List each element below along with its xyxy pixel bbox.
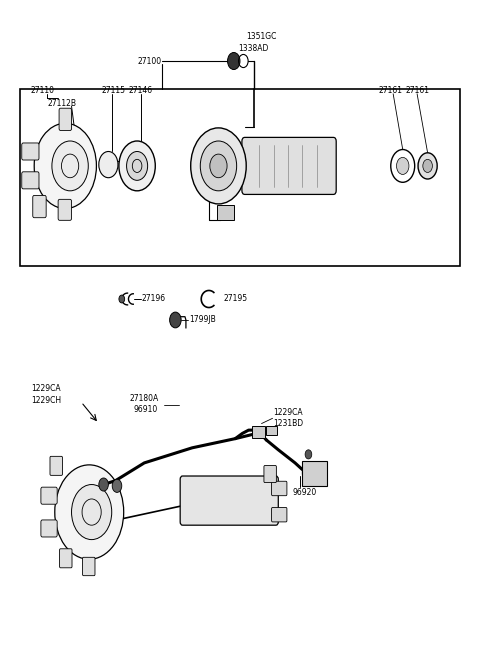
FancyBboxPatch shape (58, 199, 72, 220)
Bar (20, 89, 460, 266)
Circle shape (119, 141, 156, 191)
Text: 27161: 27161 (379, 86, 403, 95)
Text: 1351GC: 1351GC (246, 32, 276, 41)
FancyBboxPatch shape (41, 487, 57, 504)
Circle shape (119, 295, 125, 303)
FancyBboxPatch shape (22, 143, 39, 160)
Circle shape (112, 480, 122, 492)
FancyBboxPatch shape (264, 466, 276, 483)
Text: 27180A: 27180A (130, 394, 159, 403)
FancyBboxPatch shape (22, 172, 39, 189)
Circle shape (99, 152, 118, 177)
Text: 27112B: 27112B (48, 99, 77, 108)
Text: 27110: 27110 (31, 86, 55, 95)
Circle shape (305, 450, 312, 459)
Bar (302, 461, 327, 486)
Text: 27100: 27100 (137, 57, 161, 66)
Circle shape (210, 154, 227, 177)
Circle shape (55, 465, 124, 559)
FancyBboxPatch shape (60, 549, 72, 568)
Circle shape (52, 141, 88, 191)
Text: 1229CA: 1229CA (31, 384, 60, 394)
Text: 27115: 27115 (101, 86, 125, 95)
FancyBboxPatch shape (272, 482, 287, 495)
Text: 27196: 27196 (142, 294, 166, 304)
Circle shape (99, 478, 108, 491)
Circle shape (423, 160, 432, 173)
FancyBboxPatch shape (242, 137, 336, 194)
FancyBboxPatch shape (272, 507, 287, 522)
Text: 1229CA: 1229CA (274, 408, 303, 417)
Text: 96910: 96910 (133, 405, 157, 415)
Text: 1338AD: 1338AD (239, 44, 269, 53)
Text: 27161: 27161 (405, 86, 429, 95)
Bar (266, 426, 277, 436)
Text: 27146: 27146 (129, 86, 153, 95)
Text: 1231BD: 1231BD (274, 419, 304, 428)
Circle shape (127, 152, 148, 180)
Bar (217, 205, 234, 219)
Circle shape (72, 484, 112, 539)
FancyBboxPatch shape (59, 108, 72, 131)
Text: 1799JB: 1799JB (189, 315, 216, 325)
Circle shape (34, 124, 96, 208)
Circle shape (169, 312, 181, 328)
Bar (252, 426, 265, 438)
Text: 27195: 27195 (223, 294, 247, 304)
Text: 96920: 96920 (293, 488, 317, 497)
Circle shape (200, 141, 237, 191)
FancyBboxPatch shape (33, 195, 46, 217)
FancyBboxPatch shape (180, 476, 278, 525)
Text: 1229CH: 1229CH (31, 396, 61, 405)
FancyBboxPatch shape (83, 557, 95, 576)
Circle shape (228, 53, 240, 70)
FancyBboxPatch shape (50, 457, 62, 476)
Circle shape (396, 158, 409, 174)
Circle shape (191, 128, 246, 204)
FancyBboxPatch shape (41, 520, 57, 537)
Circle shape (418, 153, 437, 179)
